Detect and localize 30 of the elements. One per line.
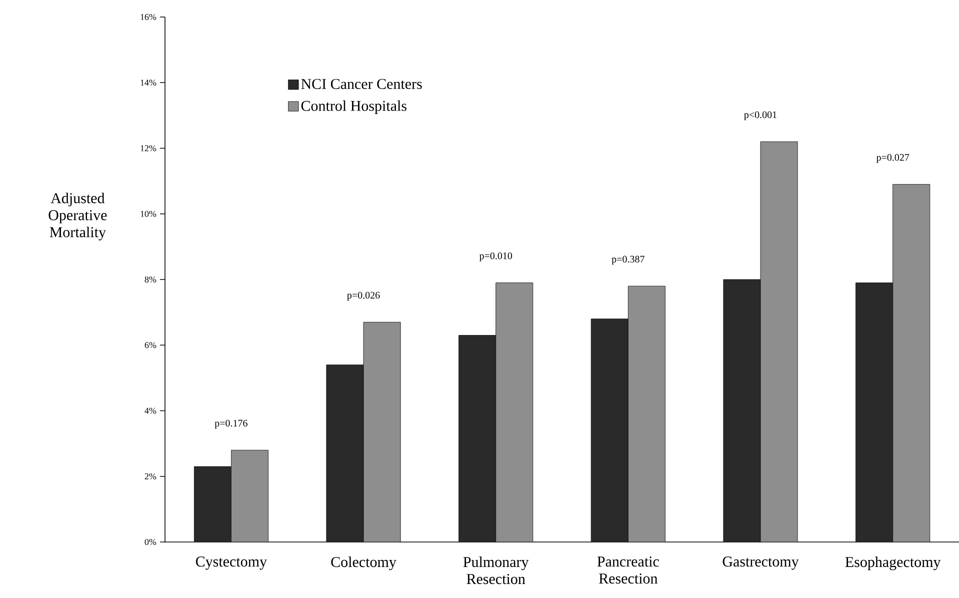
bar	[760, 141, 798, 542]
y-tick-label: 6%	[144, 342, 156, 348]
x-tick-label: Pulmonary Resection	[463, 556, 529, 584]
annotation: p=0.176	[214, 420, 248, 429]
annotation: p=0.027	[876, 154, 910, 163]
legend-label: Control Hospitals	[301, 100, 406, 114]
y-tick-label: 14%	[140, 80, 156, 86]
annotation: p=0.387	[612, 256, 644, 265]
bar	[496, 282, 534, 542]
annotation: p=0.010	[479, 252, 512, 262]
y-tick-label: 2%	[144, 473, 156, 480]
x-tick-label: Colectomy	[331, 556, 396, 570]
x-tick-label: Esophagectomy	[845, 556, 941, 570]
bar	[628, 286, 666, 542]
y-tick-label: 4%	[144, 408, 156, 414]
y-tick-label: 16%	[140, 14, 156, 20]
annotation: p=0.026	[347, 292, 380, 301]
annotation: p<0.001	[744, 111, 776, 120]
y-axis-title: Adjusted Operative Mortality	[48, 192, 107, 240]
bar	[892, 184, 930, 542]
x-tick-label: Pancreatic Resection	[597, 556, 659, 584]
y-tick-label: 0%	[144, 538, 156, 546]
y-tick-label: 8%	[144, 276, 156, 283]
bar	[230, 450, 268, 542]
y-tick-label: 12%	[140, 145, 156, 152]
x-tick-label: Gastrectomy	[722, 556, 799, 570]
y-tick-label: 10%	[140, 210, 156, 217]
bar	[363, 322, 401, 542]
legend-label: NCI Cancer Centers	[301, 78, 422, 90]
x-tick-label: Cystectomy	[196, 556, 267, 570]
